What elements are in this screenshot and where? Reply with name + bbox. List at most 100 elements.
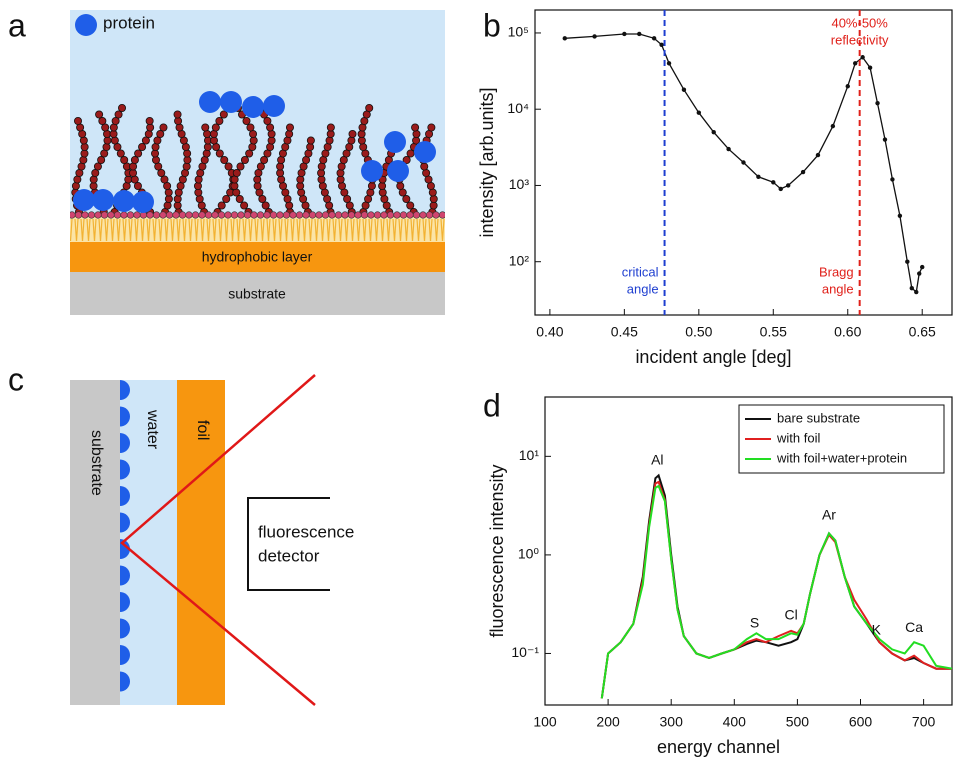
- chain-bead: [130, 175, 139, 184]
- lipid-tail: [135, 218, 139, 242]
- chain-bead: [174, 117, 183, 126]
- peak-label: Ca: [905, 619, 923, 635]
- chain-bead: [428, 188, 437, 197]
- chain-bead: [202, 149, 211, 158]
- protein: [73, 189, 95, 211]
- chain-bead: [320, 188, 329, 197]
- reference-label: angle: [627, 281, 659, 296]
- chain-bead: [182, 162, 191, 171]
- x-tick-label: 0.40: [536, 324, 563, 340]
- chain-bead: [367, 181, 376, 190]
- layer-label: substrate: [88, 430, 105, 496]
- lipid-tail: [333, 218, 337, 242]
- head-group: [70, 211, 76, 219]
- chain-bead: [211, 123, 220, 132]
- x-tick-label: 500: [786, 714, 810, 730]
- head-group: [347, 211, 356, 219]
- head-group: [224, 211, 232, 219]
- lipid-tail: [225, 218, 229, 242]
- chain-bead: [347, 136, 356, 145]
- head-group: [191, 211, 200, 219]
- protein: [120, 512, 130, 533]
- chain-bead: [406, 201, 415, 210]
- head-group: [172, 211, 180, 219]
- x-tick-label: 0.50: [685, 324, 712, 340]
- data-point: [890, 177, 895, 182]
- protein: [113, 190, 135, 212]
- lipid-tail: [147, 218, 151, 242]
- head-group: [308, 211, 317, 219]
- data-point: [897, 213, 903, 218]
- data-point: [815, 152, 821, 158]
- head-group: [380, 211, 388, 219]
- head-group: [152, 211, 161, 219]
- chain-bead: [193, 181, 202, 190]
- x-tick-label: 700: [912, 714, 936, 730]
- legend-label: bare substrate: [777, 410, 860, 425]
- chain-bead: [240, 155, 249, 164]
- chain-bead: [77, 162, 86, 171]
- chain-bead: [114, 110, 123, 119]
- chain-bead: [220, 155, 229, 164]
- lipid-tail: [345, 218, 349, 242]
- chain-bead: [151, 155, 160, 164]
- legend-protein: [75, 14, 97, 36]
- chain-bead: [348, 129, 357, 138]
- chain-bead: [325, 136, 334, 145]
- chain-bead: [323, 142, 332, 151]
- chain-bead: [411, 123, 420, 132]
- panel-label: d: [483, 387, 501, 423]
- chain-bead: [232, 188, 241, 197]
- chain-bead: [98, 117, 107, 126]
- lipid-tail: [303, 218, 307, 242]
- chain-bead: [219, 110, 228, 119]
- chain-bead: [285, 201, 294, 210]
- chain-bead: [304, 149, 313, 158]
- chain-bead: [236, 162, 245, 171]
- chain-bead: [133, 181, 142, 190]
- chain-bead: [215, 149, 224, 158]
- lipid-tail: [309, 218, 313, 242]
- chain-bead: [338, 181, 347, 190]
- chain-bead: [266, 142, 275, 151]
- data-point: [909, 285, 914, 291]
- head-group: [198, 211, 206, 219]
- chain-bead: [240, 201, 249, 210]
- head-group: [289, 211, 297, 219]
- head-group: [315, 211, 323, 219]
- chain-bead: [159, 123, 168, 132]
- head-group: [133, 211, 141, 219]
- peak-label: Al: [651, 452, 663, 468]
- data-point: [562, 36, 567, 41]
- chain-bead: [222, 194, 231, 203]
- proteins: [120, 380, 130, 692]
- head-group: [185, 211, 193, 219]
- head-group: [276, 211, 284, 219]
- chain-bead: [422, 168, 431, 177]
- hydrophobic-layer: [70, 242, 445, 272]
- head-group: [204, 211, 213, 219]
- chain-bead: [343, 194, 352, 203]
- layer-label: foil: [194, 420, 211, 440]
- chain-bead: [299, 194, 308, 203]
- chain-bead: [173, 110, 182, 119]
- x-axis-label: energy channel: [657, 737, 780, 757]
- peak-label: Cl: [784, 607, 797, 623]
- chain-bead: [318, 181, 327, 190]
- chain-bead: [111, 117, 120, 126]
- lipid-tail: [423, 218, 427, 242]
- head-group: [178, 211, 187, 219]
- x-tick-label: 600: [849, 714, 873, 730]
- lipid-tail: [357, 218, 361, 242]
- lipid-tail: [189, 218, 193, 242]
- chain-bead: [297, 168, 306, 177]
- chain-bead: [261, 201, 270, 210]
- detector: [247, 497, 330, 591]
- chain-bead: [402, 155, 411, 164]
- data-point: [741, 160, 746, 165]
- head-group: [74, 211, 83, 219]
- lipid-tail: [87, 218, 91, 242]
- lipid-tail: [219, 218, 223, 242]
- chain-bead: [200, 155, 209, 164]
- chain-bead: [267, 129, 276, 138]
